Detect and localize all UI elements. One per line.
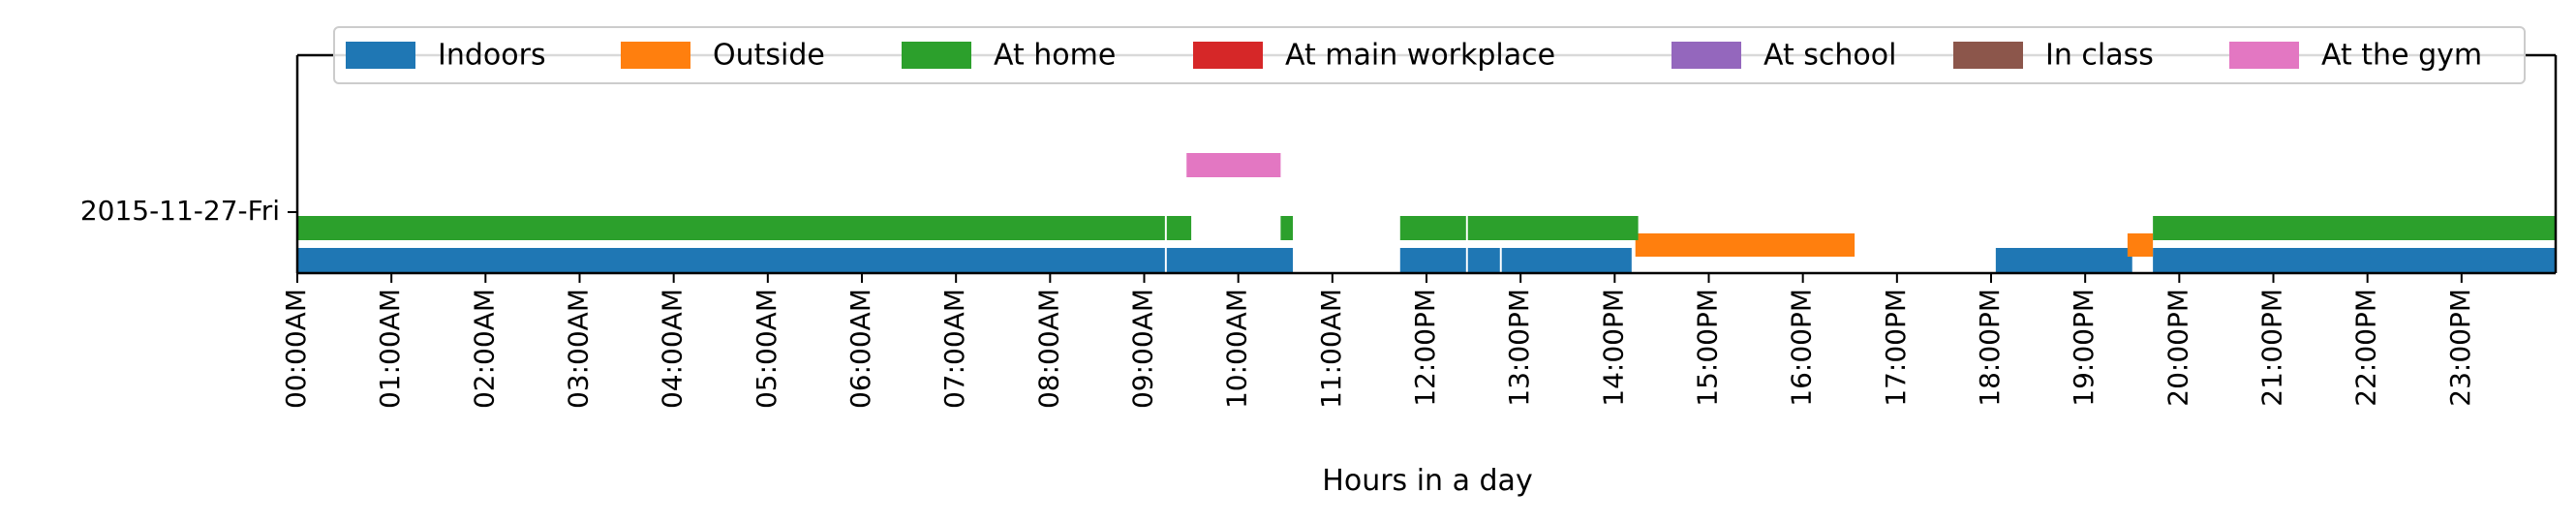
bar-indoors-4 bbox=[1501, 248, 1632, 272]
x-tick-label-19: 19:00PM bbox=[2068, 289, 2100, 407]
x-tick-label-14: 14:00PM bbox=[1597, 289, 1629, 407]
bar-outside-0 bbox=[1635, 233, 1855, 257]
bar-indoors-6 bbox=[2153, 248, 2556, 272]
x-tick-label-18: 18:00PM bbox=[1974, 289, 2006, 407]
x-tick-label-11: 11:00AM bbox=[1315, 289, 1347, 409]
bar-indoors-0 bbox=[297, 248, 1165, 272]
bar-at-home-4 bbox=[1467, 216, 1639, 240]
legend-label-1: Outside bbox=[713, 39, 825, 73]
bar-indoors-1 bbox=[1166, 248, 1294, 272]
x-tick-label-22: 22:00PM bbox=[2350, 289, 2382, 407]
x-tick-label-16: 16:00PM bbox=[1786, 289, 1818, 407]
legend: Indoors Outside At home At main workplace At… bbox=[333, 26, 2526, 84]
x-tick-label-0: 00:00AM bbox=[280, 289, 312, 409]
x-tick-label-8: 08:00AM bbox=[1032, 289, 1064, 409]
x-axis-title: Hours in a day bbox=[1322, 464, 1532, 498]
x-tick-label-15: 15:00PM bbox=[1692, 289, 1724, 407]
legend-swatch-0 bbox=[346, 42, 415, 69]
y-tick-label-0: 2015-11-27-Fri bbox=[80, 195, 280, 227]
x-tick-label-5: 05:00AM bbox=[751, 289, 782, 409]
legend-label-3: At main workplace bbox=[1285, 39, 1555, 73]
legend-swatch-6 bbox=[2229, 42, 2299, 69]
legend-swatch-3 bbox=[1193, 42, 1263, 69]
x-tick-label-1: 01:00AM bbox=[374, 289, 406, 409]
x-tick-label-23: 23:00PM bbox=[2444, 289, 2476, 407]
bar-indoors-3 bbox=[1467, 248, 1500, 272]
x-tick-label-12: 12:00PM bbox=[1409, 289, 1441, 407]
x-tick-label-20: 20:00PM bbox=[2162, 289, 2193, 407]
bars-layer bbox=[297, 153, 2556, 272]
legend-swatch-5 bbox=[1953, 42, 2023, 69]
legend-label-4: At school bbox=[1763, 39, 1896, 73]
legend-swatch-1 bbox=[621, 42, 690, 69]
bar-outside-1 bbox=[2127, 233, 2154, 257]
bar-indoors-5 bbox=[1995, 248, 2132, 272]
x-tick-label-17: 17:00PM bbox=[1880, 289, 1912, 407]
axes-layer: 00:00AM 01:00AM 02:00AM 03:00AM 04:00AM 05:00… bbox=[80, 53, 2558, 409]
legend-label-0: Indoors bbox=[438, 39, 546, 73]
x-tick-label-3: 03:00AM bbox=[563, 289, 595, 409]
x-tick-label-13: 13:00PM bbox=[1503, 289, 1535, 407]
legend-label-5: In class bbox=[2045, 39, 2154, 73]
legend-swatch-2 bbox=[902, 42, 971, 69]
bar-indoors-2 bbox=[1399, 248, 1466, 272]
x-tick-label-6: 06:00AM bbox=[844, 289, 876, 409]
x-tick-label-10: 10:00AM bbox=[1221, 289, 1253, 409]
legend-label-6: At the gym bbox=[2321, 39, 2482, 73]
legend-swatch-4 bbox=[1671, 42, 1741, 69]
bar-at-home-5 bbox=[2153, 216, 2556, 240]
x-tick-label-4: 04:00AM bbox=[657, 289, 689, 409]
x-tick-label-9: 09:00AM bbox=[1127, 289, 1159, 409]
bar-at-home-2 bbox=[1280, 216, 1294, 240]
legend-frame bbox=[333, 26, 2526, 84]
bar-at-home-0 bbox=[297, 216, 1165, 240]
bar-at-the-gym-0 bbox=[1186, 153, 1281, 177]
bar-at-home-3 bbox=[1399, 216, 1466, 240]
bar-at-home-1 bbox=[1166, 216, 1192, 240]
x-tick-label-2: 02:00AM bbox=[468, 289, 500, 409]
legend-label-2: At home bbox=[994, 39, 1116, 73]
x-tick-label-21: 21:00PM bbox=[2256, 289, 2288, 407]
x-tick-label-7: 07:00AM bbox=[938, 289, 970, 409]
